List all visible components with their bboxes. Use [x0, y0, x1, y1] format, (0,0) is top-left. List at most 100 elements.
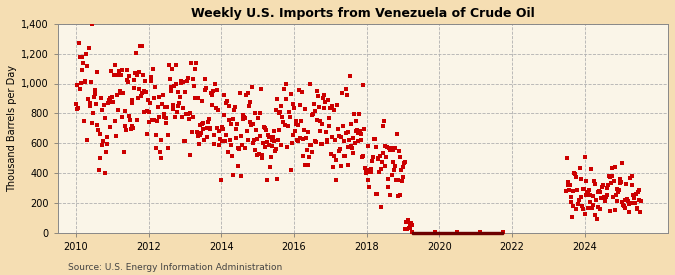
Point: [173, 103, 184, 108]
Point: [187, 77, 198, 82]
Point: [609, 207, 620, 212]
Point: [397, 165, 408, 169]
Point: [331, 157, 342, 162]
Point: [634, 209, 645, 214]
Point: [589, 182, 600, 186]
Point: [159, 105, 170, 109]
Point: [111, 133, 122, 138]
Point: [311, 89, 322, 93]
Point: [275, 110, 286, 115]
Point: [585, 193, 596, 197]
Point: [400, 227, 410, 231]
Point: [265, 164, 275, 169]
Point: [130, 71, 140, 76]
Point: [219, 139, 230, 143]
Point: [214, 143, 225, 148]
Point: [244, 119, 255, 124]
Point: [220, 101, 231, 105]
Point: [279, 123, 290, 127]
Point: [296, 119, 306, 123]
Point: [583, 206, 593, 210]
Point: [358, 127, 369, 131]
Point: [392, 193, 403, 198]
Point: [400, 220, 411, 224]
Point: [250, 148, 261, 152]
Point: [212, 126, 223, 131]
Point: [248, 122, 259, 126]
Point: [142, 109, 153, 113]
Point: [140, 90, 151, 95]
Point: [392, 131, 402, 136]
Point: [578, 186, 589, 191]
Point: [307, 150, 318, 154]
Point: [228, 117, 239, 122]
Point: [225, 142, 236, 147]
Point: [188, 115, 198, 119]
Point: [76, 81, 86, 85]
Point: [189, 67, 200, 72]
Point: [91, 70, 102, 74]
Point: [266, 138, 277, 142]
Point: [163, 133, 173, 137]
Point: [226, 122, 237, 126]
Point: [603, 183, 614, 187]
Point: [284, 114, 295, 119]
Point: [389, 167, 400, 172]
Point: [263, 133, 273, 138]
Point: [296, 90, 307, 95]
Point: [634, 188, 645, 192]
Point: [621, 197, 632, 201]
Point: [287, 141, 298, 145]
Point: [142, 97, 153, 102]
Point: [135, 44, 146, 48]
Point: [292, 138, 302, 143]
Point: [363, 144, 374, 149]
Point: [284, 110, 294, 114]
Point: [315, 119, 325, 123]
Point: [166, 85, 177, 90]
Point: [78, 60, 88, 65]
Point: [109, 63, 120, 67]
Point: [136, 94, 146, 98]
Point: [298, 127, 309, 132]
Point: [117, 114, 128, 119]
Point: [273, 138, 284, 142]
Point: [242, 128, 252, 133]
Point: [572, 202, 583, 207]
Point: [308, 112, 319, 116]
Point: [290, 119, 301, 123]
Point: [215, 137, 225, 141]
Point: [369, 137, 379, 141]
Point: [628, 193, 639, 197]
Point: [281, 81, 292, 86]
Point: [252, 116, 263, 120]
Point: [223, 150, 234, 154]
Point: [301, 136, 312, 141]
Point: [367, 159, 377, 163]
Point: [138, 89, 149, 94]
Point: [614, 188, 624, 192]
Point: [239, 115, 250, 119]
Point: [393, 178, 404, 182]
Point: [294, 87, 304, 92]
Point: [127, 98, 138, 102]
Point: [589, 179, 599, 184]
Point: [562, 155, 572, 160]
Point: [196, 99, 207, 104]
Point: [75, 86, 86, 91]
Point: [190, 95, 200, 100]
Point: [201, 135, 212, 139]
Point: [384, 148, 395, 152]
Point: [312, 117, 323, 122]
Point: [378, 124, 389, 128]
Point: [396, 168, 406, 173]
Point: [429, 230, 440, 234]
Point: [124, 113, 135, 118]
Point: [373, 156, 384, 160]
Point: [90, 102, 101, 107]
Point: [277, 114, 288, 119]
Point: [318, 95, 329, 100]
Point: [404, 226, 414, 230]
Point: [368, 155, 379, 159]
Point: [169, 84, 180, 88]
